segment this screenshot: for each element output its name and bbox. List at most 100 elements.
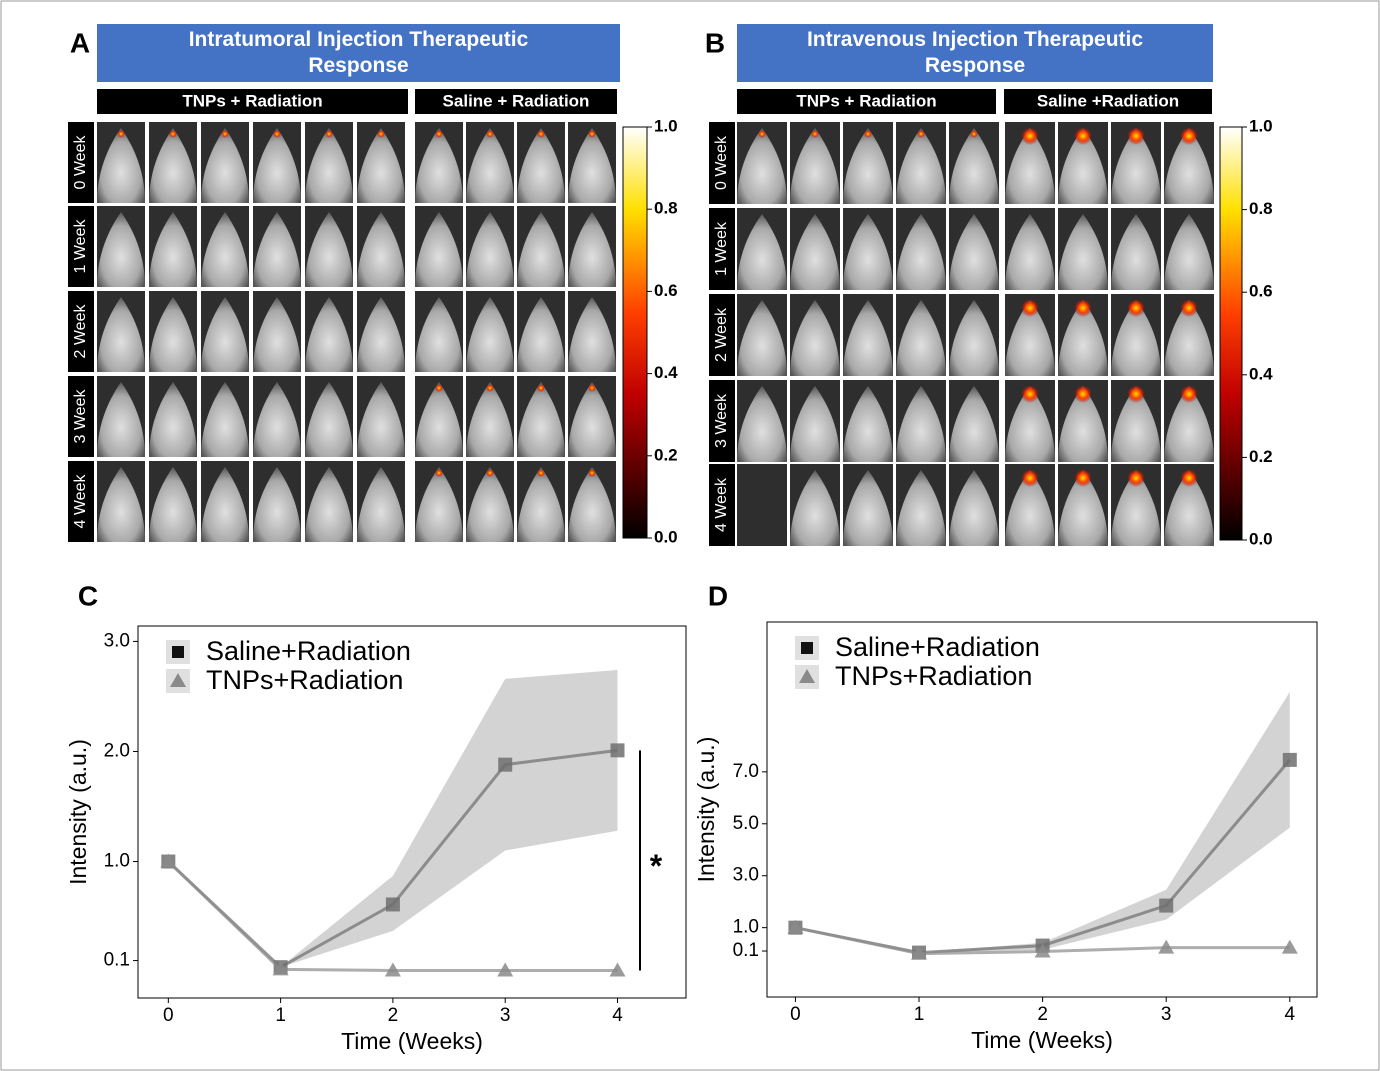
mouse-image: [843, 128, 893, 204]
colorbar: [1219, 126, 1243, 541]
row-label: 1 Week: [72, 219, 89, 274]
mouse-image: [201, 297, 249, 372]
x-tick-label: 4: [612, 1005, 623, 1026]
mouse-image: [415, 382, 463, 457]
mouse-image: [1058, 214, 1108, 290]
group-header: [1004, 89, 1212, 114]
mouse-image: [201, 382, 249, 457]
signal-spot: [1074, 127, 1092, 145]
mouse-image: [568, 128, 616, 203]
mouse-image: [466, 467, 514, 542]
mouse-image: [97, 212, 145, 287]
x-tick-label: 2: [1037, 1004, 1048, 1025]
mouse-image: [790, 386, 840, 462]
mouse-image: [415, 128, 463, 203]
mouse-image: [1164, 128, 1214, 204]
mouse-image: [790, 128, 840, 204]
significance-label: *: [650, 848, 663, 884]
marker: [1282, 752, 1297, 767]
row-label: 4 Week: [713, 477, 730, 532]
marker: [385, 897, 400, 912]
mouse-image: [1005, 300, 1055, 376]
colorbar-tick-label: 0.4: [1249, 364, 1273, 383]
signal-spot: [1127, 299, 1145, 317]
mouse-image: [517, 297, 565, 372]
y-axis-label: Intensity (a.u.): [693, 737, 719, 883]
mouse-image: [1111, 386, 1161, 462]
signal-spot: [325, 130, 333, 138]
mouse-image: [149, 467, 197, 542]
colorbar-tick-label: 0.6: [654, 281, 678, 300]
mouse-image: [1111, 214, 1161, 290]
marker: [384, 962, 401, 977]
legend-marker: [170, 673, 186, 687]
x-tick-label: 0: [790, 1004, 801, 1025]
group-label: TNPs + Radiation: [182, 91, 322, 110]
signal-spot: [273, 130, 281, 138]
signal-spot: [435, 384, 443, 392]
x-tick-label: 4: [1285, 1004, 1296, 1025]
y-tick-label: 0.1: [104, 950, 130, 971]
row-label: 2 Week: [713, 307, 730, 362]
signal-spot: [1127, 127, 1145, 145]
y-tick-label: 1.0: [104, 851, 130, 872]
mouse-image: [1164, 300, 1214, 376]
mouse-image: [568, 467, 616, 542]
marker: [272, 961, 289, 976]
signal-spot: [537, 384, 545, 392]
row-header: [68, 122, 94, 203]
marker: [1281, 939, 1298, 954]
legend-label: Saline+Radiation: [835, 632, 1040, 662]
mouse-image: [1058, 300, 1108, 376]
y-tick-label: 5.0: [733, 813, 759, 834]
mouse-image: [253, 467, 301, 542]
y-tick-label: 3.0: [104, 630, 130, 651]
colorbar-tick-label: 0.0: [654, 527, 678, 546]
signal-spot: [1127, 469, 1145, 487]
panel-letter: D: [708, 580, 728, 611]
panel-letter: B: [705, 27, 725, 58]
marker: [1158, 939, 1175, 954]
mouse-image: [415, 467, 463, 542]
group-header: [415, 89, 617, 114]
marker: [609, 962, 626, 977]
x-tick-label: 1: [914, 1004, 925, 1025]
mouse-image: [949, 214, 999, 290]
x-tick-label: 3: [500, 1005, 511, 1026]
row-label: 0 Week: [713, 135, 730, 190]
mouse-image: [1005, 128, 1055, 204]
colorbar-tick-label: 0.4: [654, 363, 678, 382]
mouse-image: [949, 300, 999, 376]
colorbar: [622, 126, 648, 539]
panel-title: Intratumoral Injection Therapeutic Respo…: [97, 24, 620, 82]
mouse-image: [1005, 214, 1055, 290]
row-header: [68, 291, 94, 372]
signal-spot: [1180, 127, 1198, 145]
legend-label: Saline+Radiation: [206, 636, 411, 666]
mouse-image: [949, 386, 999, 462]
marker: [610, 743, 625, 758]
y-tick-label: 7.0: [733, 761, 759, 782]
signal-spot: [117, 130, 125, 138]
mouse-image: [149, 212, 197, 287]
mouse-image: [149, 128, 197, 203]
colorbar-tick-label: 1.0: [654, 116, 678, 135]
mouse-image: [517, 382, 565, 457]
mouse-image: [790, 214, 840, 290]
mouse-image: [466, 382, 514, 457]
mouse-image: [305, 467, 353, 542]
mouse-image: [1058, 386, 1108, 462]
signal-spot: [1021, 299, 1039, 317]
signal-spot: [1074, 299, 1092, 317]
group-header: [737, 89, 996, 114]
x-axis-label: Time (Weeks): [971, 1027, 1113, 1053]
signal-spot: [1180, 299, 1198, 317]
mouse-image: [1164, 214, 1214, 290]
row-header: [709, 122, 735, 204]
mouse-image: [896, 214, 946, 290]
signal-spot: [377, 130, 385, 138]
legend-label: TNPs+Radiation: [835, 661, 1032, 691]
mouse-image: [466, 212, 514, 287]
signal-spot: [1127, 385, 1145, 403]
